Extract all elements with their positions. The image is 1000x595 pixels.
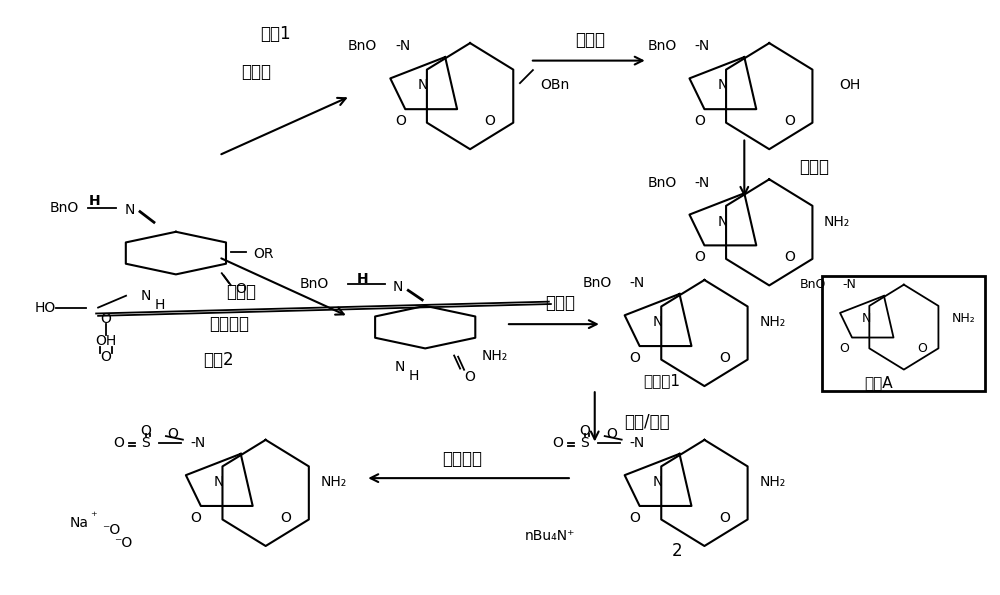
Text: NH₂: NH₂ <box>824 215 850 228</box>
Text: -N: -N <box>630 436 645 450</box>
Text: O: O <box>629 511 640 525</box>
Text: H: H <box>88 194 100 208</box>
Text: ⁺: ⁺ <box>90 510 96 523</box>
Text: BnO: BnO <box>800 278 826 291</box>
Text: ⁻O: ⁻O <box>114 536 132 550</box>
Text: NH₂: NH₂ <box>952 312 975 325</box>
Text: BnO: BnO <box>647 176 677 190</box>
Text: HO: HO <box>35 300 56 315</box>
Text: O: O <box>719 351 730 365</box>
Text: 氪－甲醇: 氪－甲醇 <box>209 315 249 333</box>
Text: O: O <box>784 250 795 264</box>
Text: O: O <box>167 427 178 441</box>
Text: O: O <box>114 436 124 450</box>
Text: OH: OH <box>95 334 117 347</box>
Text: N: N <box>652 315 663 330</box>
Text: N: N <box>125 203 135 217</box>
Text: OR: OR <box>254 248 274 261</box>
Text: O: O <box>552 436 563 450</box>
Text: O: O <box>606 427 617 441</box>
Text: H: H <box>409 369 419 383</box>
Text: -N: -N <box>842 278 856 291</box>
Text: O: O <box>141 424 151 438</box>
Text: 路线1: 路线1 <box>260 25 291 43</box>
Text: -N: -N <box>395 39 411 54</box>
Text: 离子交换: 离子交换 <box>442 450 482 468</box>
Text: O: O <box>485 114 495 128</box>
Text: S: S <box>580 436 589 450</box>
Text: O: O <box>694 250 705 264</box>
Text: BnO: BnO <box>299 277 328 292</box>
Text: 酰胺化: 酰胺化 <box>799 158 829 176</box>
Text: BnO: BnO <box>50 201 79 215</box>
Text: N: N <box>395 361 405 374</box>
Text: BnO: BnO <box>582 276 612 290</box>
Text: O: O <box>719 511 730 525</box>
Text: 路线2: 路线2 <box>203 350 234 369</box>
Text: 璯脊化: 璯脊化 <box>545 295 575 312</box>
Text: N: N <box>418 79 428 92</box>
Text: 氢解/磺化: 氢解/磺化 <box>625 413 670 431</box>
Text: 2: 2 <box>672 542 683 560</box>
Text: H: H <box>357 271 368 286</box>
Text: NH₂: NH₂ <box>320 475 347 489</box>
Text: ⁻O: ⁻O <box>102 522 120 537</box>
Text: 碱水解: 碱水解 <box>575 31 605 49</box>
Text: -N: -N <box>630 276 645 290</box>
Text: O: O <box>190 511 201 525</box>
Text: OH: OH <box>839 79 860 92</box>
Text: O: O <box>917 342 927 355</box>
Text: OBn: OBn <box>540 79 569 92</box>
Text: NH₂: NH₂ <box>759 315 786 330</box>
Text: O: O <box>629 351 640 365</box>
Text: N: N <box>861 312 871 325</box>
Text: -N: -N <box>191 436 206 450</box>
Text: O: O <box>101 350 112 364</box>
Text: Na: Na <box>70 515 89 530</box>
Text: O: O <box>395 114 406 128</box>
Text: -N: -N <box>694 39 710 54</box>
Text: 璯脊化: 璯脊化 <box>241 64 271 82</box>
Text: nBu₄N⁺: nBu₄N⁺ <box>525 528 575 543</box>
Text: O: O <box>694 114 705 128</box>
Text: N: N <box>652 475 663 489</box>
Bar <box>822 275 985 391</box>
Text: NH₂: NH₂ <box>482 349 508 362</box>
Text: N: N <box>717 215 728 228</box>
Text: -N: -N <box>694 176 710 190</box>
Text: S: S <box>142 436 150 450</box>
Text: 杂质A: 杂质A <box>865 375 893 390</box>
Text: H: H <box>155 298 165 312</box>
Text: NH₂: NH₂ <box>759 475 786 489</box>
Text: N: N <box>141 289 151 303</box>
Text: O: O <box>839 342 849 355</box>
Text: O: O <box>280 511 291 525</box>
Text: N: N <box>717 79 728 92</box>
Text: O: O <box>465 370 476 384</box>
Text: O: O <box>784 114 795 128</box>
Text: N: N <box>214 475 224 489</box>
Text: 酰胺化: 酰胺化 <box>226 283 256 300</box>
Text: O: O <box>101 312 112 327</box>
Text: O: O <box>579 424 590 438</box>
Text: BnO: BnO <box>647 39 677 54</box>
Text: O: O <box>235 281 246 296</box>
Text: 中间体1: 中间体1 <box>643 373 680 388</box>
Text: N: N <box>393 280 403 294</box>
Text: BnO: BnO <box>348 39 377 54</box>
